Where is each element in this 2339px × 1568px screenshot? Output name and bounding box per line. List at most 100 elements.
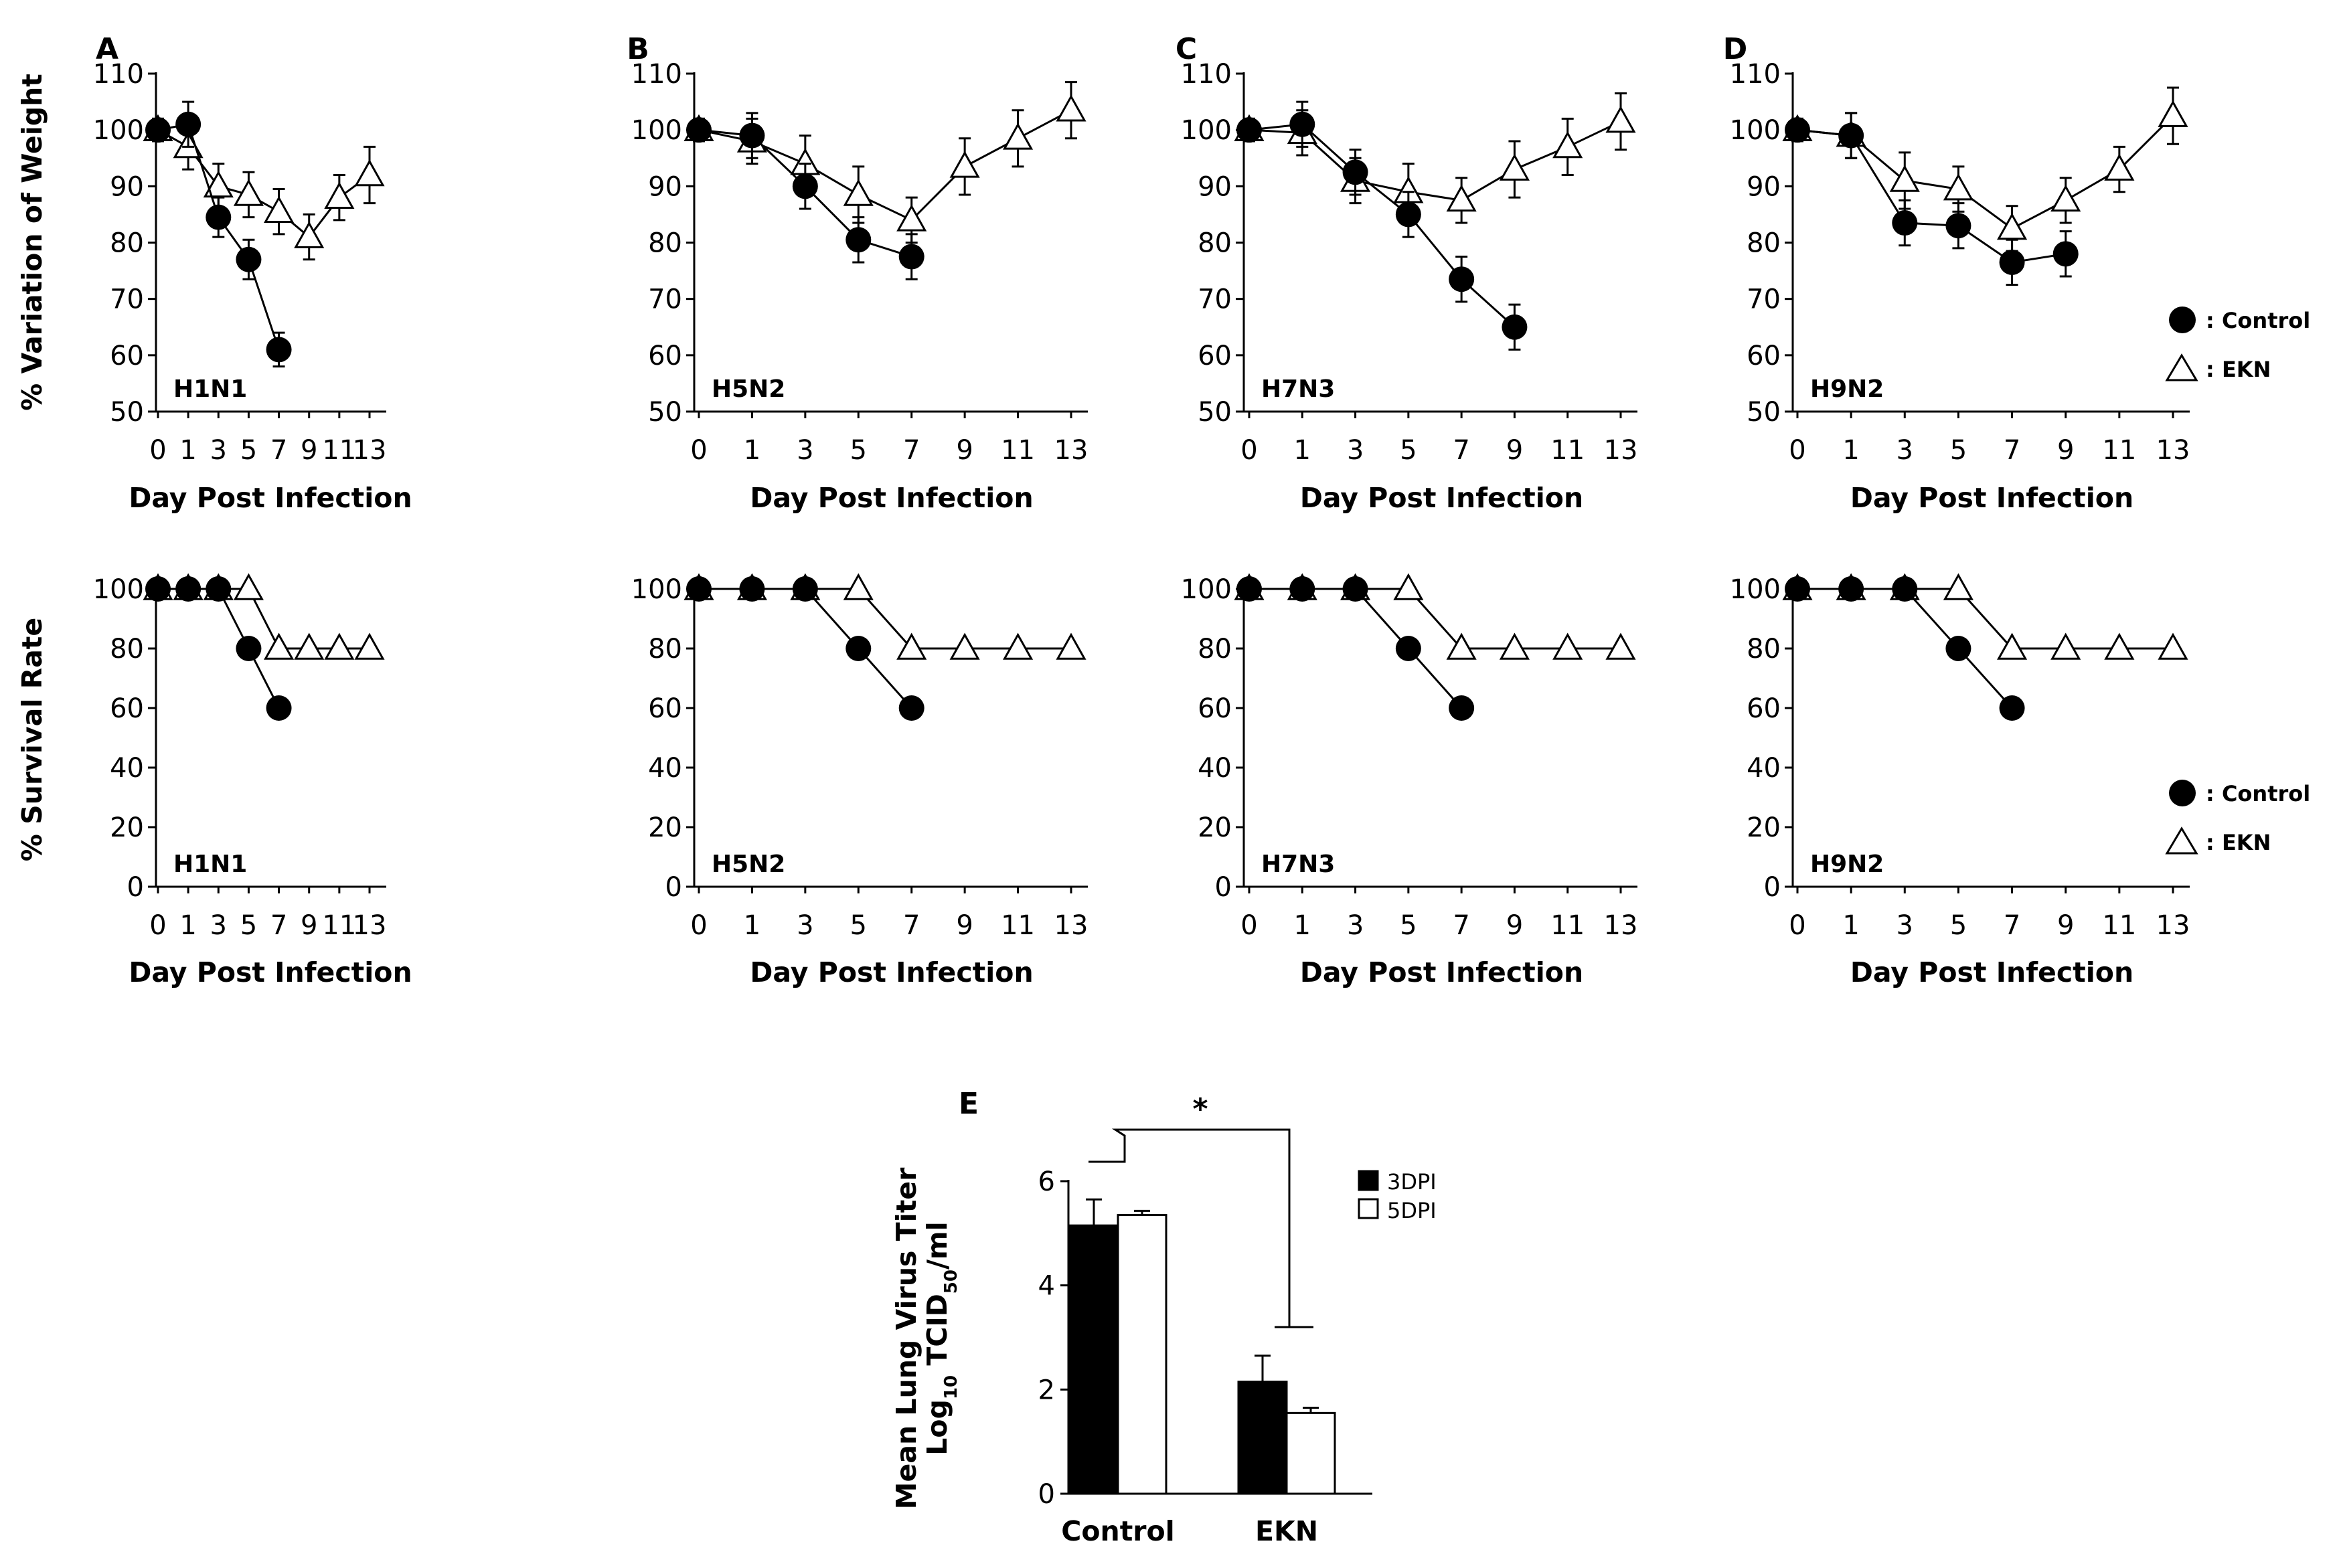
y-tick-label: 90 [648,171,682,202]
y-tick-label: 80 [1198,228,1232,259]
x-tick-label: 5 [1950,910,1967,941]
legend-control-label: : Control [2206,781,2310,806]
x-tick-label: 3 [210,435,227,466]
strain-label: H5N2 [712,851,785,878]
control-data-point [1785,117,1810,143]
significance-bracket [1088,1128,1291,1327]
x-tick-label: 9 [2057,910,2074,941]
control-data-point [686,576,712,602]
legend-control-marker [2169,780,2196,806]
x-tick-label: 1 [179,910,196,941]
x-tick-label: 13 [1604,910,1638,941]
x-axis-label: Day Post Infection [129,956,412,988]
x-tick-label: 1 [744,435,760,466]
control-series-line [1248,123,1516,328]
y-axis-label: % Variation of Weight [16,74,48,411]
x-tick-label: 13 [2156,435,2190,466]
y-tick-label: 4 [1038,1271,1055,1302]
x-tick-label: 11 [1550,435,1585,466]
legend-ekn-marker [2165,353,2198,381]
significance-marker: * [1192,1092,1208,1126]
x-tick-label: 5 [1950,435,1967,466]
x-tick-label: 5 [1400,435,1417,466]
legend-control-marker [2169,307,2196,333]
y-tick-label: 6 [1038,1166,1055,1197]
y-tick-label: 0 [1215,872,1232,903]
ekn-data-point [1605,632,1636,660]
y-tick-label: 70 [648,284,682,315]
y-tick-label: 100 [1730,574,1781,605]
x-tick-label: 9 [1506,435,1523,466]
control-data-point [898,695,924,721]
ekn-data-point [354,159,385,187]
ekn-data-point [264,195,295,224]
control-data-point [1342,159,1368,185]
x-axis-label: Day Post Infection [750,482,1033,514]
control-data-point [792,173,818,199]
ekn-data-point [294,221,325,248]
x-axis-label: Day Post Infection [1850,482,2133,514]
ekn-data-point [1605,106,1636,133]
legend-ekn-marker [2165,826,2198,855]
y-tick-label: 90 [1747,171,1781,202]
control-data-point [1236,117,1262,143]
y-axis-label-units: Log10 TCID50/ml [921,1221,961,1455]
y-tick-label: 60 [110,341,144,371]
control-data-point [1449,695,1475,721]
x-axis-label: Day Post Infection [1300,956,1583,988]
x-tick-label: 3 [797,435,813,466]
x-tick-label: 7 [1453,435,1469,466]
ekn-data-point [354,632,385,660]
control-data-point [1502,314,1528,340]
legend-5dpi-swatch [1358,1198,1379,1219]
x-tick-label: 9 [956,910,973,941]
y-tick-label: 110 [1181,59,1232,90]
strain-label: H7N3 [1261,851,1335,878]
x-tick-label: 1 [1294,910,1311,941]
x-tick-label: 7 [2004,435,2020,466]
control-data-point [145,576,171,602]
ekn-data-point [324,632,355,660]
panel-letter: D [1723,32,1748,66]
x-tick-label: 11 [1001,435,1035,466]
label-part: TCID [921,1294,953,1375]
ekn-data-point [294,632,325,660]
y-tick-label: 0 [1038,1479,1055,1510]
control-series-line [1249,588,1463,709]
control-data-point [266,695,292,721]
control-series-line [1797,128,2066,264]
x-tick-label: 11 [322,910,356,941]
y-tick-label: 20 [110,812,144,843]
x-tick-label: 5 [850,910,867,941]
ekn-data-point [2158,632,2188,660]
y-tick-label: 80 [110,228,144,259]
ekn-data-point [949,632,980,660]
control-data-point [1945,213,1971,239]
y-tick-label: 100 [1181,574,1232,605]
y-tick-label: 20 [1198,812,1232,843]
x-tick-label: 11 [2102,910,2136,941]
control-data-point [145,117,171,143]
y-tick-label: 0 [665,872,682,903]
y-tick-label: 110 [93,59,144,90]
control-data-point [1945,636,1971,661]
ekn-data-point [1446,632,1477,660]
y-tick-label: 70 [110,284,144,315]
ekn-data-point [949,151,980,178]
legend-ekn-label: : EKN [2206,830,2271,855]
x-axis-label: Day Post Infection [129,482,412,514]
x-tick-label: 3 [1897,910,1913,941]
ekn-data-point [1393,573,1424,600]
strain-label: H1N1 [173,851,247,878]
ekn-data-point [1552,130,1583,159]
x-tick-label: 13 [353,910,387,941]
y-tick-label: 60 [1747,693,1781,724]
y-tick-label: 80 [1747,634,1781,665]
y-tick-label: 80 [1747,228,1781,259]
ekn-data-point [324,181,355,209]
y-tick-label: 40 [1198,753,1232,784]
ekn-data-point [1056,632,1086,660]
control-data-point [1838,576,1864,602]
y-tick-label: 2 [1038,1375,1055,1405]
